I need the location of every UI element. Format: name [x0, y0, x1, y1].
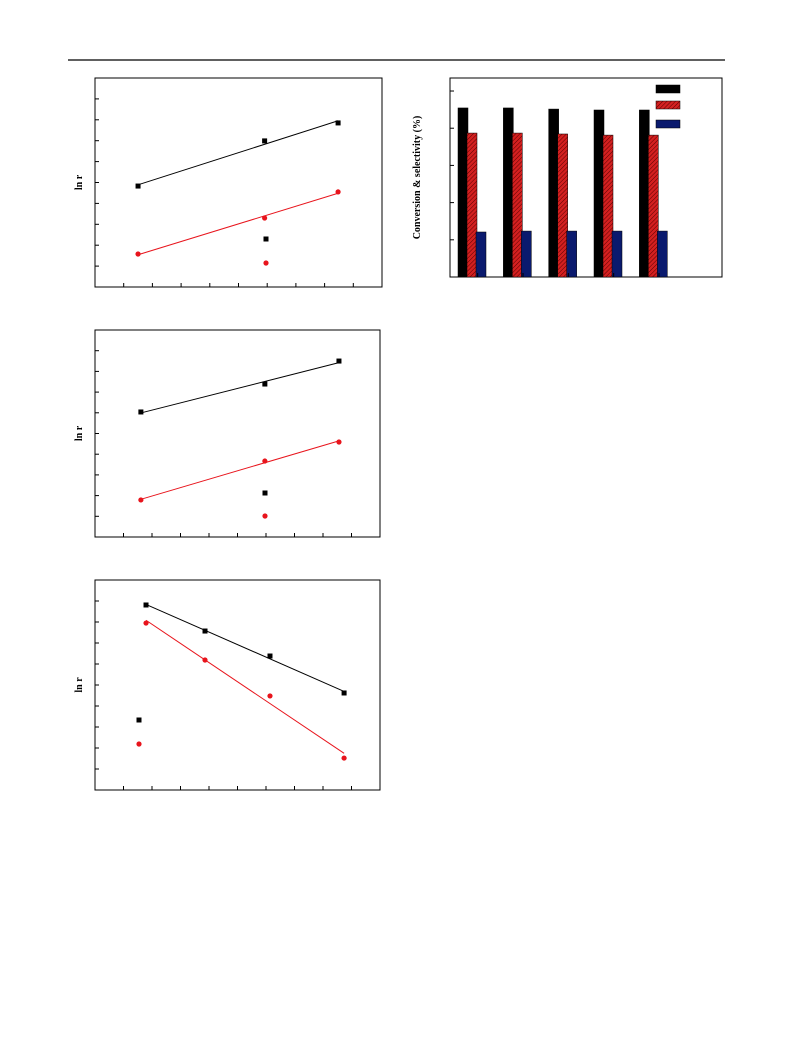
data-point — [262, 458, 268, 464]
data-point — [336, 439, 342, 445]
bar — [602, 134, 614, 278]
data-point — [202, 628, 208, 634]
y-axis-label: Conversion & selectivity (%) — [412, 116, 423, 240]
data-point — [341, 755, 347, 761]
data-point — [143, 620, 149, 626]
data-point — [335, 120, 341, 126]
bar — [657, 230, 668, 278]
legend-marker — [136, 741, 142, 747]
bar — [593, 109, 605, 278]
data-point — [135, 183, 141, 189]
fit-line — [140, 362, 340, 414]
legend-marker — [263, 260, 269, 266]
bar — [648, 134, 659, 278]
y-axis-label: ln r — [74, 174, 85, 190]
legend-swatch — [655, 119, 681, 129]
legend-marker — [262, 513, 268, 519]
legend-swatch — [655, 100, 681, 110]
legend-marker — [136, 717, 142, 723]
bar — [548, 108, 559, 278]
data-point — [262, 215, 268, 221]
data-point — [262, 138, 268, 144]
data-point — [138, 409, 144, 415]
bar — [475, 231, 487, 278]
fit-line — [140, 440, 340, 500]
data-point — [138, 497, 144, 503]
data-point — [262, 381, 268, 387]
data-point — [267, 653, 273, 659]
bar — [566, 230, 577, 278]
plot-frame — [94, 579, 381, 791]
data-point — [202, 657, 208, 663]
bar — [503, 107, 514, 278]
bar — [639, 109, 650, 278]
bar — [521, 230, 532, 278]
bar — [611, 230, 623, 278]
plot-frame — [449, 77, 723, 278]
fit-line — [145, 603, 345, 692]
fit-line — [137, 120, 339, 186]
data-point — [336, 358, 342, 364]
data-point — [341, 690, 347, 696]
y-axis-label: ln r — [74, 677, 85, 693]
bar — [557, 133, 568, 278]
data-point — [135, 251, 141, 257]
legend-marker — [263, 236, 269, 242]
legend-marker — [262, 490, 268, 496]
bar — [457, 107, 469, 278]
y-axis-label: ln r — [74, 425, 85, 441]
data-point — [143, 602, 149, 608]
data-point — [335, 189, 341, 195]
fit-line — [137, 192, 339, 256]
fit-line — [145, 619, 345, 754]
bar — [466, 132, 478, 278]
legend-swatch — [655, 84, 681, 94]
bar — [512, 132, 523, 278]
data-point — [267, 693, 273, 699]
